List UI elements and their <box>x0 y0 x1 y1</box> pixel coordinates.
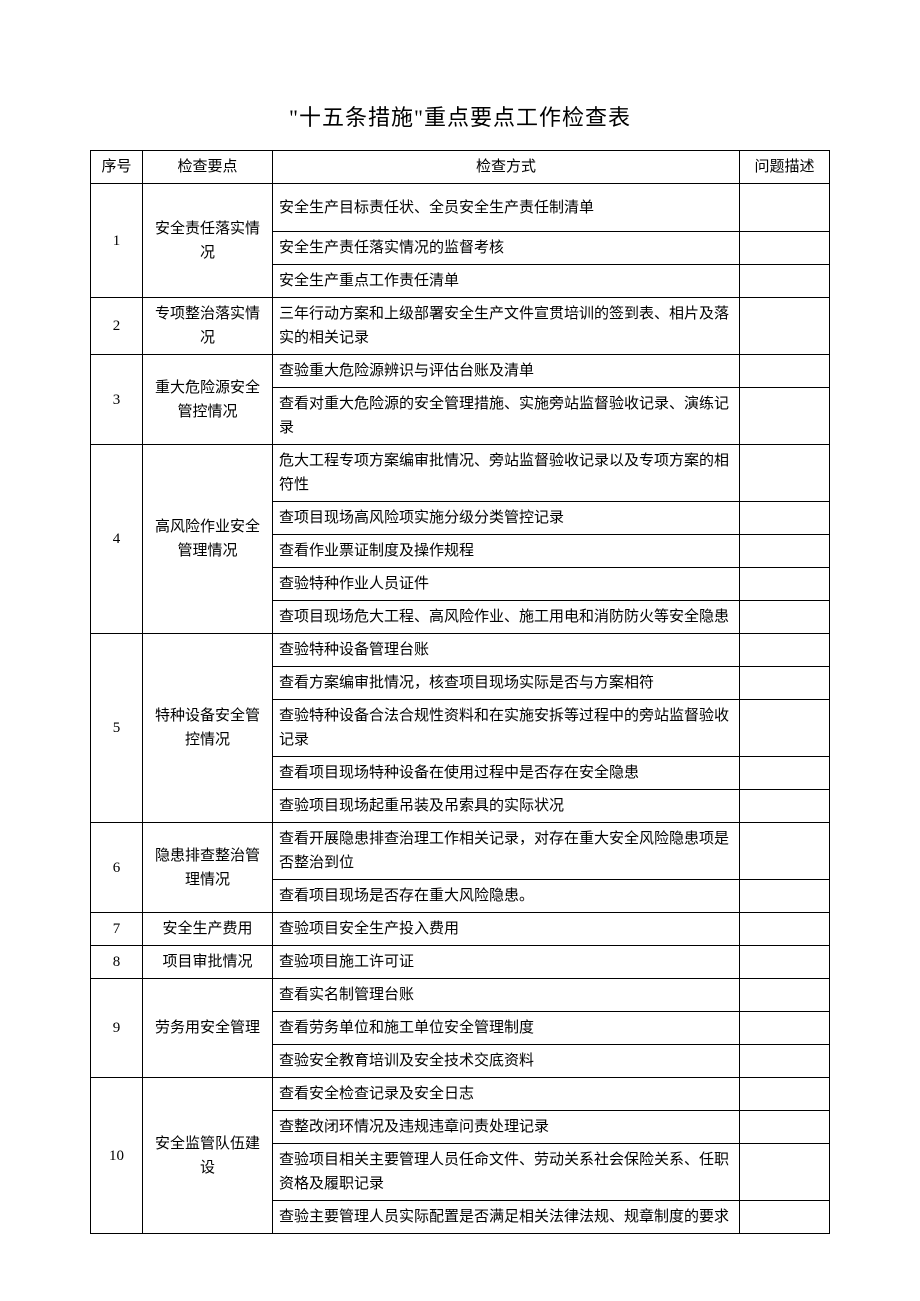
cell-method: 查看实名制管理台账 <box>273 979 740 1012</box>
table-row: 1 安全责任落实情况 安全生产目标责任状、全员安全生产责任制清单 <box>91 184 830 232</box>
cell-method: 查验项目安全生产投入费用 <box>273 913 740 946</box>
cell-method: 查验安全教育培训及安全技术交底资料 <box>273 1045 740 1078</box>
table-row: 2 专项整治落实情况 三年行动方案和上级部署安全生产文件宣贯培训的签到表、相片及… <box>91 298 830 355</box>
cell-desc <box>740 601 830 634</box>
cell-point: 项目审批情况 <box>143 946 273 979</box>
cell-desc <box>740 913 830 946</box>
page-title: "十五条措施"重点要点工作检查表 <box>90 100 830 132</box>
cell-desc <box>740 667 830 700</box>
cell-desc <box>740 880 830 913</box>
cell-method: 查验项目相关主要管理人员任命文件、劳动关系社会保险关系、任职资格及履职记录 <box>273 1144 740 1201</box>
cell-seq: 8 <box>91 946 143 979</box>
cell-method: 查验重大危险源辨识与评估台账及清单 <box>273 355 740 388</box>
cell-desc <box>740 232 830 265</box>
cell-method: 查看对重大危险源的安全管理措施、实施旁站监督验收记录、演练记录 <box>273 388 740 445</box>
cell-desc <box>740 388 830 445</box>
cell-seq: 5 <box>91 634 143 823</box>
cell-method: 查看项目现场是否存在重大风险隐患。 <box>273 880 740 913</box>
cell-desc <box>740 535 830 568</box>
cell-method: 安全生产重点工作责任清单 <box>273 265 740 298</box>
cell-point: 安全监管队伍建设 <box>143 1078 273 1234</box>
table-row: 9 劳务用安全管理 查看实名制管理台账 <box>91 979 830 1012</box>
cell-point: 特种设备安全管控情况 <box>143 634 273 823</box>
cell-point: 高风险作业安全管理情况 <box>143 445 273 634</box>
cell-method: 查看安全检查记录及安全日志 <box>273 1078 740 1111</box>
cell-desc <box>740 634 830 667</box>
table-header-row: 序号 检查要点 检查方式 问题描述 <box>91 151 830 184</box>
cell-desc <box>740 790 830 823</box>
cell-desc <box>740 355 830 388</box>
table-row: 8 项目审批情况 查验项目施工许可证 <box>91 946 830 979</box>
cell-desc <box>740 265 830 298</box>
cell-desc <box>740 1144 830 1201</box>
cell-method: 安全生产目标责任状、全员安全生产责任制清单 <box>273 184 740 232</box>
cell-method: 查项目现场高风险项实施分级分类管控记录 <box>273 502 740 535</box>
cell-seq: 4 <box>91 445 143 634</box>
cell-point: 劳务用安全管理 <box>143 979 273 1078</box>
cell-method: 查项目现场危大工程、高风险作业、施工用电和消防防火等安全隐患 <box>273 601 740 634</box>
cell-desc <box>740 298 830 355</box>
inspection-table: 序号 检查要点 检查方式 问题描述 1 安全责任落实情况 安全生产目标责任状、全… <box>90 150 830 1234</box>
cell-desc <box>740 568 830 601</box>
header-seq: 序号 <box>91 151 143 184</box>
table-row: 10 安全监管队伍建设 查看安全检查记录及安全日志 <box>91 1078 830 1111</box>
cell-method: 查验特种设备合法合规性资料和在实施安拆等过程中的旁站监督验收记录 <box>273 700 740 757</box>
cell-desc <box>740 979 830 1012</box>
cell-point: 隐患排查整治管理情况 <box>143 823 273 913</box>
cell-desc <box>740 1201 830 1234</box>
cell-seq: 7 <box>91 913 143 946</box>
table-row: 7 安全生产费用 查验项目安全生产投入费用 <box>91 913 830 946</box>
cell-method: 危大工程专项方案编审批情况、旁站监督验收记录以及专项方案的相符性 <box>273 445 740 502</box>
cell-method: 查看项目现场特种设备在使用过程中是否存在安全隐患 <box>273 757 740 790</box>
cell-method: 查看方案编审批情况，核查项目现场实际是否与方案相符 <box>273 667 740 700</box>
cell-desc <box>740 700 830 757</box>
table-row: 5 特种设备安全管控情况 查验特种设备管理台账 <box>91 634 830 667</box>
header-method: 检查方式 <box>273 151 740 184</box>
cell-desc <box>740 1045 830 1078</box>
cell-desc <box>740 184 830 232</box>
cell-method: 安全生产责任落实情况的监督考核 <box>273 232 740 265</box>
cell-desc <box>740 946 830 979</box>
cell-seq: 6 <box>91 823 143 913</box>
cell-desc <box>740 823 830 880</box>
table-row: 3 重大危险源安全管控情况 查验重大危险源辨识与评估台账及清单 <box>91 355 830 388</box>
cell-desc <box>740 757 830 790</box>
cell-point: 安全生产费用 <box>143 913 273 946</box>
table-row: 6 隐患排查整治管理情况 查看开展隐患排查治理工作相关记录，对存在重大安全风险隐… <box>91 823 830 880</box>
cell-method: 三年行动方案和上级部署安全生产文件宣贯培训的签到表、相片及落实的相关记录 <box>273 298 740 355</box>
cell-desc <box>740 1012 830 1045</box>
cell-desc <box>740 445 830 502</box>
header-desc: 问题描述 <box>740 151 830 184</box>
cell-method: 查看开展隐患排查治理工作相关记录，对存在重大安全风险隐患项是否整治到位 <box>273 823 740 880</box>
header-point: 检查要点 <box>143 151 273 184</box>
cell-point: 专项整治落实情况 <box>143 298 273 355</box>
cell-seq: 3 <box>91 355 143 445</box>
cell-seq: 2 <box>91 298 143 355</box>
cell-point: 重大危险源安全管控情况 <box>143 355 273 445</box>
cell-seq: 9 <box>91 979 143 1078</box>
cell-method: 查验项目现场起重吊装及吊索具的实际状况 <box>273 790 740 823</box>
cell-desc <box>740 502 830 535</box>
cell-method: 查验特种设备管理台账 <box>273 634 740 667</box>
table-row: 4 高风险作业安全管理情况 危大工程专项方案编审批情况、旁站监督验收记录以及专项… <box>91 445 830 502</box>
cell-method: 查验特种作业人员证件 <box>273 568 740 601</box>
cell-desc <box>740 1111 830 1144</box>
cell-method: 查验项目施工许可证 <box>273 946 740 979</box>
cell-method: 查看劳务单位和施工单位安全管理制度 <box>273 1012 740 1045</box>
cell-point: 安全责任落实情况 <box>143 184 273 298</box>
cell-method: 查看作业票证制度及操作规程 <box>273 535 740 568</box>
cell-desc <box>740 1078 830 1111</box>
cell-seq: 1 <box>91 184 143 298</box>
cell-method: 查验主要管理人员实际配置是否满足相关法律法规、规章制度的要求 <box>273 1201 740 1234</box>
table-body: 1 安全责任落实情况 安全生产目标责任状、全员安全生产责任制清单 安全生产责任落… <box>91 184 830 1234</box>
cell-seq: 10 <box>91 1078 143 1234</box>
cell-method: 查整改闭环情况及违规违章问责处理记录 <box>273 1111 740 1144</box>
